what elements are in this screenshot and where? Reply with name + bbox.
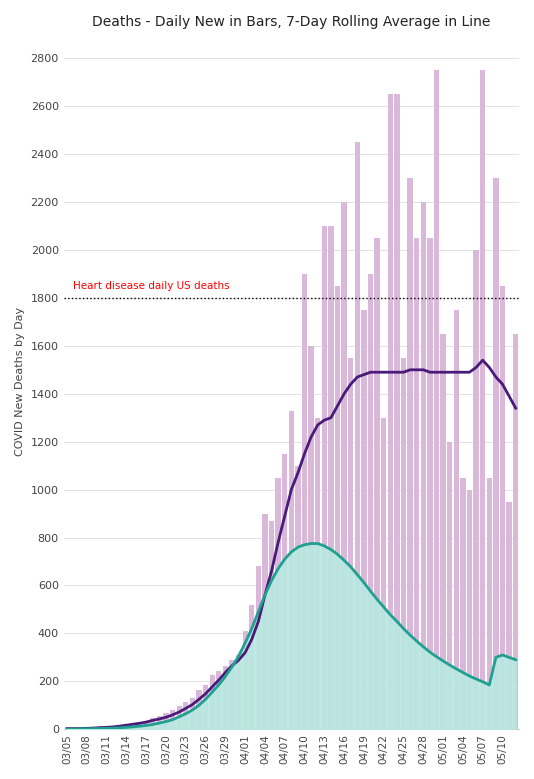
Bar — [295, 466, 301, 729]
Bar — [460, 478, 466, 729]
Bar — [262, 513, 268, 729]
Bar — [401, 358, 406, 729]
Bar — [500, 286, 505, 729]
Bar — [486, 478, 492, 729]
Bar — [341, 202, 347, 729]
Bar — [506, 502, 512, 729]
Bar — [348, 358, 354, 729]
Bar — [335, 286, 340, 729]
Bar — [441, 334, 446, 729]
Bar — [414, 238, 419, 729]
Bar — [321, 226, 327, 729]
Bar — [117, 725, 122, 729]
Bar — [302, 274, 307, 729]
Text: Heart disease daily US deaths: Heart disease daily US deaths — [73, 280, 230, 291]
Bar — [150, 718, 155, 729]
Bar — [197, 689, 202, 729]
Bar — [368, 274, 373, 729]
Bar — [394, 94, 399, 729]
Bar — [156, 716, 162, 729]
Bar — [355, 142, 360, 729]
Bar — [474, 250, 479, 729]
Bar — [216, 671, 222, 729]
Bar — [177, 707, 182, 729]
Bar — [130, 723, 136, 729]
Y-axis label: COVID New Deaths by Day: COVID New Deaths by Day — [15, 307, 25, 456]
Bar — [256, 566, 261, 729]
Bar — [111, 726, 116, 729]
Bar — [454, 310, 459, 729]
Bar — [242, 631, 248, 729]
Bar — [170, 710, 175, 729]
Bar — [467, 490, 472, 729]
Bar — [480, 70, 485, 729]
Bar — [388, 94, 393, 729]
Bar — [427, 238, 433, 729]
Bar — [447, 442, 452, 729]
Bar — [163, 713, 169, 729]
Bar — [104, 726, 109, 729]
Bar — [493, 178, 499, 729]
Bar — [91, 728, 96, 729]
Bar — [315, 418, 320, 729]
Bar — [236, 655, 241, 729]
Bar — [144, 721, 149, 729]
Bar — [407, 178, 413, 729]
Bar — [289, 411, 294, 729]
Bar — [362, 310, 366, 729]
Bar — [97, 728, 103, 729]
Bar — [513, 334, 519, 729]
Bar — [137, 722, 142, 729]
Bar — [223, 666, 228, 729]
Bar — [190, 698, 195, 729]
Bar — [124, 724, 129, 729]
Bar — [282, 453, 287, 729]
Bar — [269, 521, 274, 729]
Bar — [434, 70, 439, 729]
Bar — [183, 702, 189, 729]
Bar — [309, 346, 314, 729]
Bar — [203, 685, 208, 729]
Bar — [328, 226, 334, 729]
Bar — [84, 728, 89, 729]
Bar — [249, 605, 254, 729]
Bar — [374, 238, 380, 729]
Bar — [381, 418, 387, 729]
Bar — [421, 202, 426, 729]
Bar — [229, 660, 234, 729]
Bar — [276, 478, 281, 729]
Title: Deaths - Daily New in Bars, 7-Day Rolling Average in Line: Deaths - Daily New in Bars, 7-Day Rollin… — [92, 15, 491, 29]
Bar — [209, 675, 215, 729]
